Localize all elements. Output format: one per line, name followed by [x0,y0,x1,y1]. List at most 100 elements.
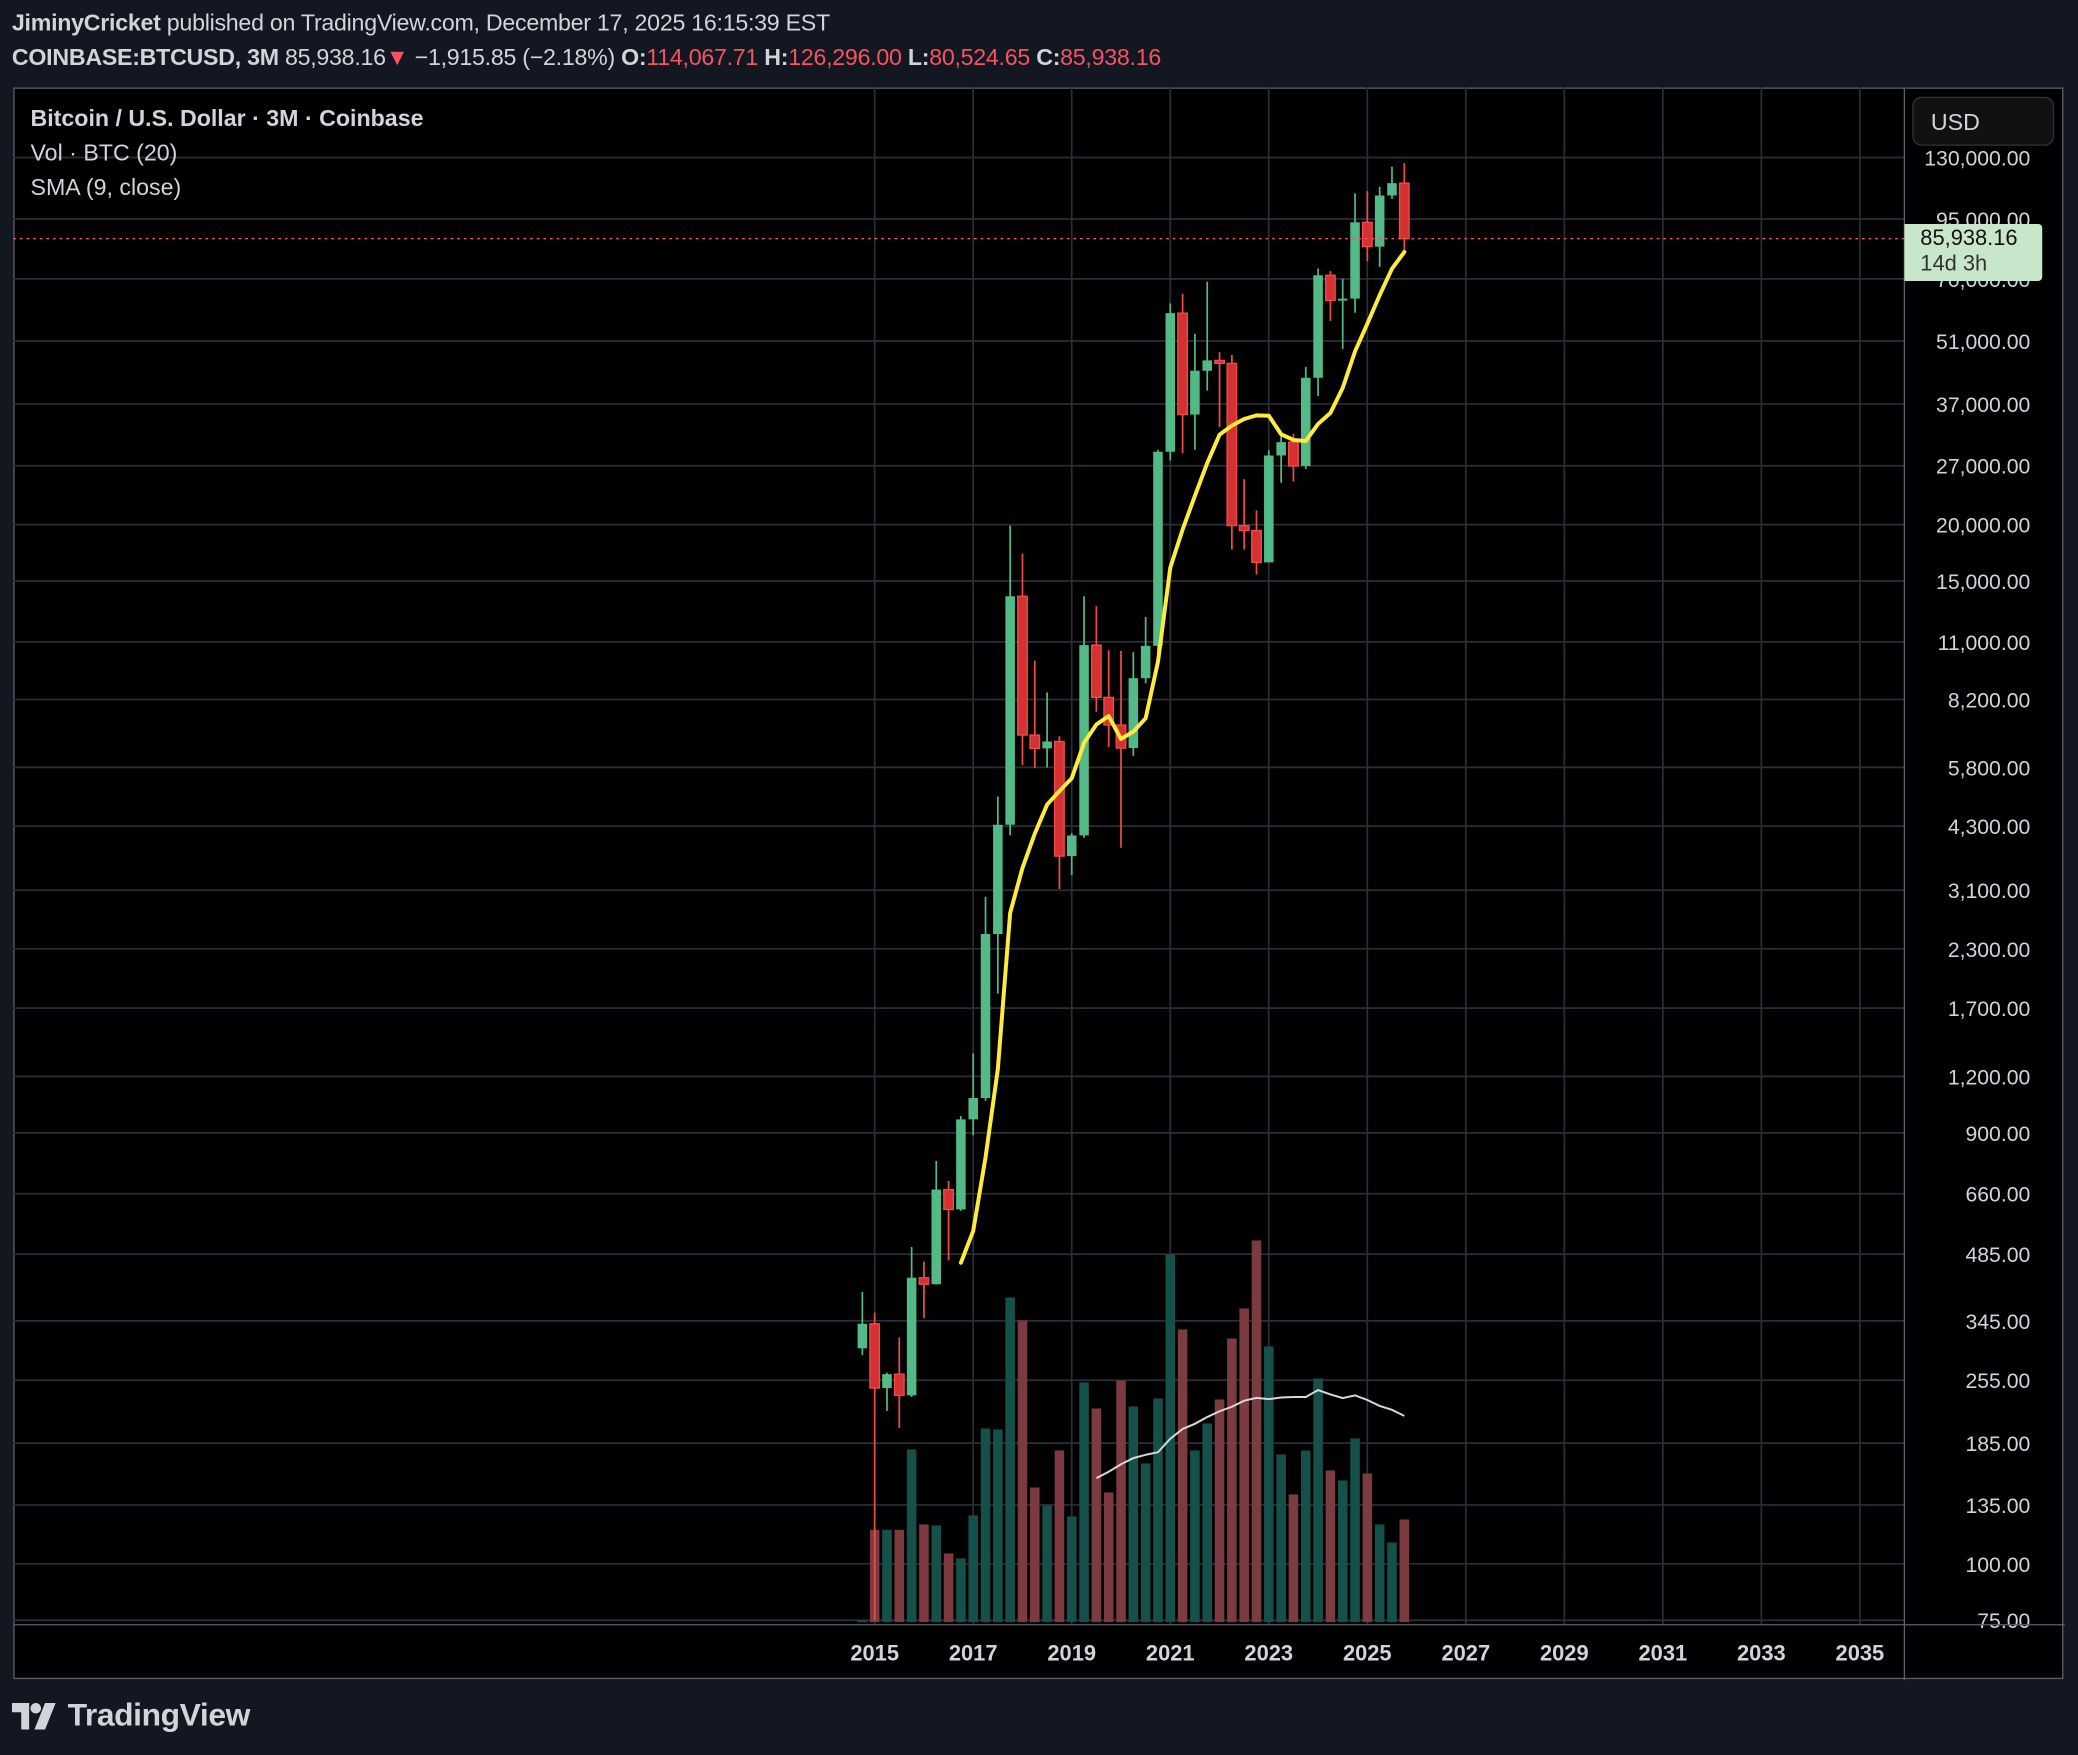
time-tick-label: 2035 [1836,1641,1885,1666]
candle-body [1324,274,1336,302]
candle-body [1017,595,1028,736]
down-arrow-icon: ▼ [385,43,409,71]
volume-bar [1300,1450,1311,1623]
sma-line [958,250,1407,1265]
candle-body [869,1323,881,1389]
time-tick-label: 2025 [1343,1641,1392,1666]
volume-bar [919,1524,929,1623]
price-tick-label: 485.00 [1965,1244,2030,1267]
last-price: 85,938.16 [284,43,386,71]
candle-body [1153,451,1163,646]
volume-bar [1054,1450,1065,1623]
price-tick-label: 130,000.00 [1924,147,2030,170]
candle-body [1374,195,1385,247]
candle-body [1090,644,1102,699]
candle-body [1264,455,1274,563]
time-tick-label: 2021 [1146,1641,1195,1666]
tradingview-logo[interactable]: TradingView [11,1697,251,1735]
volume-bar [1251,1240,1262,1623]
price-tick-label: 4,300.00 [1948,816,2030,839]
candle-body [1387,183,1397,196]
candle-body [968,1097,978,1120]
candle-body [1276,442,1286,456]
volume-bar [1005,1297,1015,1623]
volume-bar [1325,1470,1336,1623]
grid [13,87,1905,1625]
author-name[interactable]: JiminyCricket [11,9,161,36]
candle-body [1066,835,1077,857]
volume-bar [980,1428,991,1623]
volume-bar [894,1529,905,1623]
candle-body [1177,312,1189,416]
candle-body [1337,298,1348,301]
volume-bar [882,1529,892,1623]
candle-body [1361,221,1373,248]
volume-bar [1030,1487,1040,1623]
volume-bar [1214,1399,1225,1623]
volume-bar [1066,1516,1077,1623]
high-value: 126,296.00 [788,43,902,71]
published-text: published on TradingView.com, December 1… [166,9,830,36]
volume-bar [1362,1473,1373,1623]
symbol-label: COINBASE:BTCUSD, 3M [11,43,279,71]
chart-frame[interactable] [13,87,2064,1680]
candle-body [1313,275,1323,378]
volume-bar [857,1620,868,1623]
tradingview-logo-icon [11,1702,56,1730]
sma-indicator-label[interactable]: SMA (9, close) [30,173,182,201]
chart-title[interactable]: Bitcoin / U.S. Dollar · 3M · Coinbase [30,104,424,132]
candle-body [1350,222,1360,299]
price-tick-label: 75.00 [1977,1610,2030,1633]
volume-bar [1276,1454,1286,1623]
candle-body [1190,370,1200,415]
volume-bar [1202,1423,1213,1623]
volume-bar [931,1525,942,1623]
close-value: 85,938.16 [1060,43,1161,71]
low-value: 80,524.65 [929,43,1031,71]
candle-body [1042,741,1052,749]
price-tick-label: 185.00 [1965,1433,2030,1456]
price-tick-label: 3,100.00 [1948,880,2030,903]
candle-body [857,1323,868,1349]
volume-ma [1095,1388,1405,1480]
volume-bar [956,1558,966,1623]
publish-info: JiminyCricket published on TradingView.c… [12,9,830,37]
high-label: H: [764,43,789,71]
price-tick-label: 11,000.00 [1938,632,2031,655]
sma-9-line [958,250,1407,1265]
open-value: 114,067.71 [646,43,759,71]
price-tick-label: 15,000.00 [1936,571,2030,594]
price-tick-label: 27,000.00 [1936,456,2030,479]
currency-button[interactable]: USD [1912,96,2055,146]
volume-bar [1128,1406,1139,1623]
candle-body [1128,678,1139,749]
candle-body [956,1119,966,1210]
volume-bar [906,1449,917,1623]
volume-bar [1079,1382,1089,1623]
volume-bar [1313,1378,1323,1623]
time-tick-label: 2015 [850,1641,899,1666]
volume-indicator-label[interactable]: Vol · BTC (20) [30,139,178,166]
low-label: L: [907,43,930,71]
candle-body [1226,362,1238,527]
brand-name: TradingView [67,1697,251,1734]
time-tick-label: 2031 [1639,1641,1688,1666]
price-tick-label: 20,000.00 [1936,515,2030,538]
open-label: O: [621,43,647,71]
volume-bar [1264,1346,1274,1623]
volume-bar [943,1553,954,1623]
price-tick-label: 8,200.00 [1948,689,2030,712]
symbol-info: COINBASE:BTCUSD, 3M 85,938.16▼ −1,915.85… [12,44,1161,72]
candle-body [918,1277,930,1285]
candle-body [1300,377,1311,467]
candle-body [893,1373,905,1397]
candle-body [1288,441,1299,467]
volume-bar [1017,1320,1028,1623]
close-label: C: [1036,43,1061,71]
price-tick-label: 2,300.00 [1948,939,2030,962]
volume-bar [1140,1463,1151,1623]
price-tick-label: 255.00 [1965,1370,2030,1393]
price-tick-label: 37,000.00 [1936,394,2030,417]
